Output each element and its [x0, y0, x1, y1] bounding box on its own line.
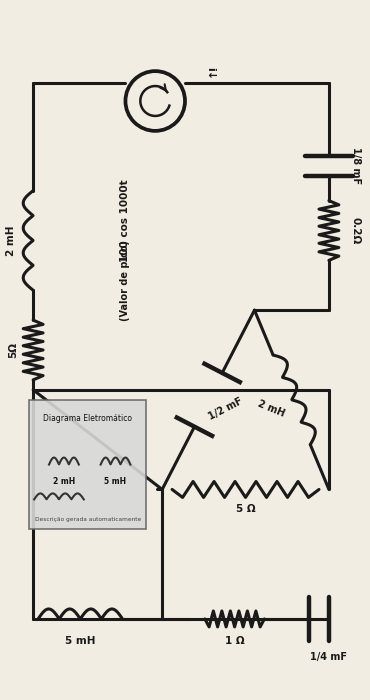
Bar: [29, 400, 146, 529]
Text: 1 Ω: 1 Ω: [225, 636, 245, 646]
Text: 5 Ω: 5 Ω: [236, 505, 255, 514]
Text: 5 mH: 5 mH: [64, 636, 95, 646]
Text: 2 mH: 2 mH: [6, 225, 16, 256]
Text: 100 cos 1000t: 100 cos 1000t: [121, 179, 131, 262]
Text: 1/2 mF: 1/2 mF: [207, 396, 245, 422]
Text: 1/4 mF: 1/4 mF: [310, 652, 347, 662]
Text: Descrição gerada automaticamente: Descrição gerada automaticamente: [35, 517, 141, 522]
Text: 2 mH: 2 mH: [53, 477, 75, 486]
Text: i↓: i↓: [205, 66, 215, 80]
Text: Diagrama Eletromático: Diagrama Eletromático: [43, 414, 132, 423]
Text: 5Ω: 5Ω: [8, 342, 18, 358]
Text: 1/8 mF: 1/8 mF: [351, 147, 361, 184]
Text: 2 mH: 2 mH: [256, 398, 286, 419]
Text: 5 mH: 5 mH: [104, 477, 127, 486]
Text: 0.2Ω: 0.2Ω: [351, 217, 361, 244]
Text: (Valor de pico): (Valor de pico): [121, 240, 131, 321]
